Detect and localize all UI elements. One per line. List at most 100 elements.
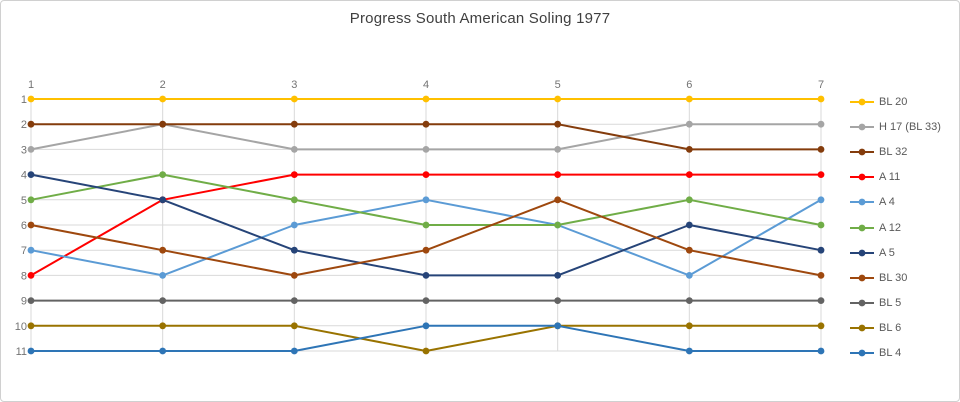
data-point-a-5 xyxy=(685,221,693,229)
data-point-bl-20 xyxy=(817,95,825,103)
data-point-bl-32 xyxy=(685,146,693,153)
x-tick-label: 2 xyxy=(160,79,166,91)
data-point-bl-6 xyxy=(422,347,430,355)
y-tick-label: 8 xyxy=(21,270,27,282)
data-point-a-12 xyxy=(817,221,825,229)
data-point-a-11 xyxy=(554,171,562,179)
data-point-a-11 xyxy=(685,171,693,179)
x-tick-label: 7 xyxy=(818,79,824,91)
y-tick-label: 4 xyxy=(21,170,27,182)
data-point-bl-20 xyxy=(27,95,35,103)
data-point-a-4 xyxy=(27,246,35,254)
data-point-h-17-bl-33 xyxy=(422,146,430,153)
data-point-a-4 xyxy=(817,196,825,204)
data-point-bl-20 xyxy=(554,95,562,103)
series-bl-20 xyxy=(27,95,825,103)
data-point-a-12 xyxy=(422,221,430,229)
x-tick-label: 5 xyxy=(555,79,561,91)
data-point-bl-4 xyxy=(554,322,562,330)
data-point-h-17-bl-33 xyxy=(817,120,825,128)
y-tick-label: 1 xyxy=(21,94,27,106)
series-bl-4 xyxy=(27,322,825,355)
data-point-a-12 xyxy=(685,196,693,204)
data-point-a-4 xyxy=(685,272,693,279)
data-point-a-5 xyxy=(159,196,167,204)
data-point-a-12 xyxy=(554,221,562,229)
data-point-bl-32 xyxy=(159,120,167,128)
data-point-bl-20 xyxy=(685,95,693,103)
data-point-bl-6 xyxy=(159,322,167,330)
data-point-a-11 xyxy=(422,171,430,179)
y-tick-label: 10 xyxy=(15,321,27,333)
y-tick-label: 5 xyxy=(21,195,27,207)
data-point-bl-30 xyxy=(27,221,35,229)
data-point-a-4 xyxy=(159,272,167,279)
data-point-bl-4 xyxy=(685,347,693,355)
data-point-bl-5 xyxy=(817,297,825,304)
data-point-bl-4 xyxy=(422,322,430,330)
data-point-bl-32 xyxy=(422,120,430,128)
data-point-a-5 xyxy=(422,272,430,279)
data-point-bl-5 xyxy=(27,297,35,304)
x-tick-label: 4 xyxy=(423,79,429,91)
data-point-h-17-bl-33 xyxy=(27,146,35,153)
data-point-bl-32 xyxy=(817,146,825,153)
data-point-bl-6 xyxy=(27,322,35,330)
data-point-a-12 xyxy=(27,196,35,204)
series-bl-32 xyxy=(27,120,825,153)
data-point-bl-30 xyxy=(685,246,693,254)
x-tick-label: 3 xyxy=(291,79,297,91)
data-point-bl-5 xyxy=(685,297,693,304)
data-point-bl-20 xyxy=(422,95,430,103)
y-tick-label: 2 xyxy=(21,119,27,131)
data-point-bl-5 xyxy=(554,297,562,304)
y-tick-label: 7 xyxy=(21,245,27,257)
data-point-bl-4 xyxy=(290,347,298,355)
data-point-a-11 xyxy=(817,171,825,179)
series-bl-30 xyxy=(27,196,825,279)
data-point-bl-6 xyxy=(685,322,693,330)
data-point-a-12 xyxy=(290,196,298,204)
data-point-bl-6 xyxy=(817,322,825,330)
data-point-a-11 xyxy=(27,272,35,279)
series-a-4 xyxy=(27,196,825,279)
data-point-bl-30 xyxy=(554,196,562,204)
data-point-bl-20 xyxy=(159,95,167,103)
data-point-bl-32 xyxy=(290,120,298,128)
data-point-a-5 xyxy=(817,246,825,254)
data-point-bl-6 xyxy=(290,322,298,330)
data-point-bl-4 xyxy=(27,347,35,355)
data-point-a-5 xyxy=(554,272,562,279)
y-tick-label: 9 xyxy=(21,296,27,308)
data-point-h-17-bl-33 xyxy=(685,120,693,128)
chart-title: Progress South American Soling 1977 xyxy=(349,10,611,27)
data-point-bl-4 xyxy=(817,347,825,355)
series-a-12 xyxy=(27,171,825,229)
y-tick-label: 11 xyxy=(16,346,27,358)
y-tick-label: 3 xyxy=(21,144,27,156)
data-point-a-4 xyxy=(290,221,298,229)
data-point-a-4 xyxy=(422,196,430,204)
data-point-a-12 xyxy=(159,171,167,179)
data-point-a-5 xyxy=(290,246,298,254)
data-point-a-5 xyxy=(27,171,35,179)
data-point-bl-20 xyxy=(290,95,298,103)
data-point-bl-4 xyxy=(159,347,167,355)
data-point-a-11 xyxy=(290,171,298,179)
data-point-bl-30 xyxy=(159,246,167,254)
x-tick-label: 6 xyxy=(686,79,692,91)
data-point-bl-30 xyxy=(422,246,430,254)
data-point-h-17-bl-33 xyxy=(554,146,562,153)
data-point-bl-5 xyxy=(422,297,430,304)
y-tick-label: 6 xyxy=(21,220,27,232)
series-a-5 xyxy=(27,171,825,279)
data-point-bl-5 xyxy=(159,297,167,304)
series-bl-5 xyxy=(27,297,825,304)
data-point-h-17-bl-33 xyxy=(290,146,298,153)
x-tick-label: 1 xyxy=(28,79,34,91)
data-point-bl-30 xyxy=(817,272,825,279)
data-point-bl-32 xyxy=(27,120,35,128)
data-point-bl-30 xyxy=(290,272,298,279)
